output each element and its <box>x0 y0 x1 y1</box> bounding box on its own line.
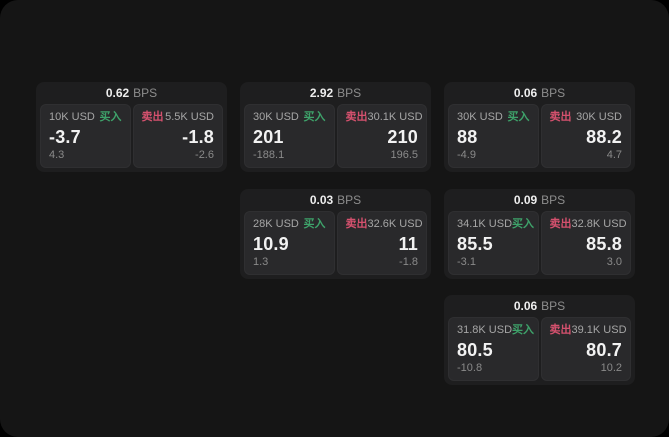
bps-unit: BPS <box>541 299 566 313</box>
sell-notional: 32.6K USD <box>367 218 423 230</box>
buy-label: 买入 <box>512 324 535 336</box>
buy-label: 买入 <box>99 111 122 123</box>
sell-label: 卖出 <box>141 111 164 123</box>
buy-notional: 30K USD <box>457 111 503 123</box>
sell-label: 卖出 <box>549 218 572 230</box>
buy-secondary-value: -3.1 <box>457 256 476 268</box>
buy-label: 买入 <box>303 111 326 123</box>
spread-card: 0.03 BPS 28K USD 买入 10.9 1.3 卖出 32.6K US… <box>240 189 431 279</box>
bps-unit: BPS <box>541 86 566 100</box>
sell-panel[interactable]: 卖出 30K USD 88.2 4.7 <box>540 104 631 168</box>
buy-price: 88 <box>457 126 478 147</box>
bps-value: 0.03 <box>309 193 334 207</box>
buy-price: -3.7 <box>49 126 81 147</box>
buy-panel[interactable]: 10K USD 买入 -3.7 4.3 <box>40 104 131 168</box>
buy-label: 买入 <box>507 111 530 123</box>
spread-card: 2.92 BPS 30K USD 买入 201 -188.1 卖出 30.1K … <box>240 82 431 172</box>
bps-value: 0.62 <box>105 86 130 100</box>
buy-label: 买入 <box>303 218 326 230</box>
buy-price: 10.9 <box>253 233 289 254</box>
sell-price: 80.7 <box>586 339 622 360</box>
buy-secondary-value: -4.9 <box>457 149 476 161</box>
buy-secondary-value: -188.1 <box>253 149 285 161</box>
sell-secondary-value: 196.5 <box>390 149 418 161</box>
sell-panel[interactable]: 卖出 5.5K USD -1.8 -2.6 <box>132 104 223 168</box>
card-body: 31.8K USD 买入 80.5 -10.8 卖出 39.1K USD 80.… <box>444 317 635 385</box>
sell-secondary-value: 4.7 <box>606 149 622 161</box>
sell-label: 卖出 <box>549 324 572 336</box>
buy-panel[interactable]: 30K USD 买入 88 -4.9 <box>448 104 539 168</box>
buy-secondary-value: -10.8 <box>457 362 483 374</box>
sell-secondary-value: 3.0 <box>606 256 622 268</box>
sell-panel[interactable]: 卖出 32.8K USD 85.8 3.0 <box>540 211 631 275</box>
buy-notional: 10K USD <box>49 111 95 123</box>
card-header: 2.92 BPS <box>240 82 431 104</box>
sell-panel[interactable]: 卖出 39.1K USD 80.7 10.2 <box>540 317 631 381</box>
buy-price: 80.5 <box>457 339 493 360</box>
buy-notional: 28K USD <box>253 218 299 230</box>
sell-price: 88.2 <box>586 126 622 147</box>
sell-panel[interactable]: 卖出 30.1K USD 210 196.5 <box>336 104 427 168</box>
sell-label: 卖出 <box>345 218 368 230</box>
sell-notional: 39.1K USD <box>571 324 627 336</box>
sell-secondary-value: -2.6 <box>195 149 214 161</box>
sell-price: -1.8 <box>182 126 214 147</box>
sell-secondary-value: 10.2 <box>600 362 622 374</box>
bps-value: 0.06 <box>513 299 538 313</box>
bps-unit: BPS <box>337 86 362 100</box>
sell-notional: 30.1K USD <box>367 111 423 123</box>
buy-panel[interactable]: 30K USD 买入 201 -188.1 <box>244 104 335 168</box>
sell-label: 卖出 <box>549 111 572 123</box>
buy-secondary-value: 1.3 <box>253 256 269 268</box>
sell-panel[interactable]: 卖出 32.6K USD 11 -1.8 <box>336 211 427 275</box>
spread-card: 0.06 BPS 31.8K USD 买入 80.5 -10.8 卖出 39.1… <box>444 295 635 385</box>
buy-notional: 30K USD <box>253 111 299 123</box>
buy-notional: 31.8K USD <box>457 324 513 336</box>
sell-label: 卖出 <box>345 111 368 123</box>
bps-value: 2.92 <box>309 86 334 100</box>
buy-panel[interactable]: 28K USD 买入 10.9 1.3 <box>244 211 335 275</box>
card-body: 30K USD 买入 201 -188.1 卖出 30.1K USD 210 1… <box>240 104 431 172</box>
spread-card: 0.09 BPS 34.1K USD 买入 85.5 -3.1 卖出 32.8K… <box>444 189 635 279</box>
spread-card: 0.62 BPS 10K USD 买入 -3.7 4.3 卖出 5.5K USD… <box>36 82 227 172</box>
buy-panel[interactable]: 31.8K USD 买入 80.5 -10.8 <box>448 317 539 381</box>
card-header: 0.62 BPS <box>36 82 227 104</box>
buy-price: 201 <box>253 126 284 147</box>
bps-unit: BPS <box>541 193 566 207</box>
buy-price: 85.5 <box>457 233 493 254</box>
bps-value: 0.06 <box>513 86 538 100</box>
sell-notional: 32.8K USD <box>571 218 627 230</box>
sell-notional: 30K USD <box>576 111 622 123</box>
sell-notional: 5.5K USD <box>165 111 214 123</box>
bps-unit: BPS <box>133 86 158 100</box>
bps-value: 0.09 <box>513 193 538 207</box>
card-body: 28K USD 买入 10.9 1.3 卖出 32.6K USD 11 -1.8 <box>240 211 431 279</box>
sell-secondary-value: -1.8 <box>399 256 418 268</box>
card-header: 0.06 BPS <box>444 295 635 317</box>
buy-secondary-value: 4.3 <box>49 149 65 161</box>
spread-card: 0.06 BPS 30K USD 买入 88 -4.9 卖出 30K USD 8… <box>444 82 635 172</box>
card-body: 34.1K USD 买入 85.5 -3.1 卖出 32.8K USD 85.8… <box>444 211 635 279</box>
card-header: 0.03 BPS <box>240 189 431 211</box>
card-body: 10K USD 买入 -3.7 4.3 卖出 5.5K USD -1.8 -2.… <box>36 104 227 172</box>
sell-price: 11 <box>398 233 418 254</box>
card-header: 0.09 BPS <box>444 189 635 211</box>
sell-price: 210 <box>387 126 418 147</box>
buy-panel[interactable]: 34.1K USD 买入 85.5 -3.1 <box>448 211 539 275</box>
sell-price: 85.8 <box>586 233 622 254</box>
card-header: 0.06 BPS <box>444 82 635 104</box>
buy-label: 买入 <box>512 218 535 230</box>
card-body: 30K USD 买入 88 -4.9 卖出 30K USD 88.2 4.7 <box>444 104 635 172</box>
bps-unit: BPS <box>337 193 362 207</box>
buy-notional: 34.1K USD <box>457 218 513 230</box>
